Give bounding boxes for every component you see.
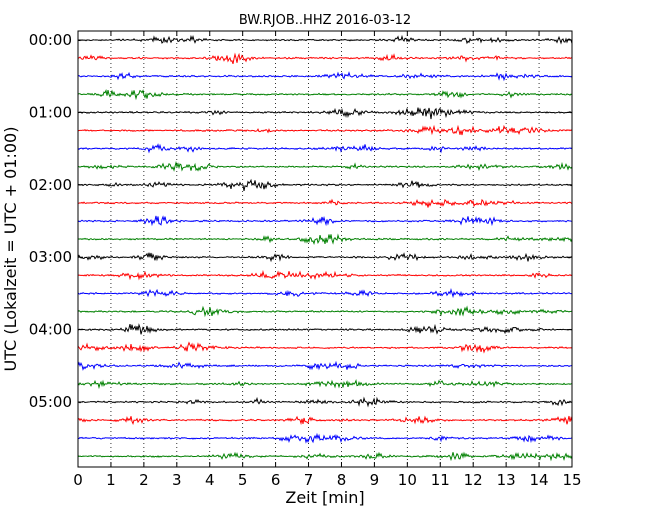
trace-row-1 xyxy=(77,52,573,65)
x-tick-label: 0 xyxy=(73,471,83,489)
y-tick-label: 05:00 xyxy=(29,393,72,411)
trace-row-12 xyxy=(77,252,573,263)
x-tick-label: 6 xyxy=(271,471,281,489)
trace-row-15 xyxy=(77,305,573,318)
x-tick-label: 2 xyxy=(139,471,149,489)
x-tick-label: 4 xyxy=(205,471,215,489)
x-tick-label: 3 xyxy=(172,471,182,489)
trace-row-4 xyxy=(77,107,573,120)
y-tick-label: 02:00 xyxy=(29,176,72,194)
y-tick-label: 00:00 xyxy=(29,31,72,49)
y-tick-label: 03:00 xyxy=(29,248,72,266)
grid-lines xyxy=(110,31,540,467)
trace-row-6 xyxy=(77,143,573,154)
y-axis-label: UTC (Lokalzeit = UTC + 01:00) xyxy=(1,127,20,372)
x-tick-label: 14 xyxy=(530,471,549,489)
x-tick-label: 8 xyxy=(337,471,347,489)
trace-row-7 xyxy=(77,160,573,172)
trace-row-19 xyxy=(77,379,573,390)
trace-row-13 xyxy=(77,269,573,281)
trace-row-14 xyxy=(77,287,573,299)
x-tick-label: 5 xyxy=(238,471,248,489)
x-tick-label: 13 xyxy=(497,471,516,489)
x-tick-label: 15 xyxy=(562,471,581,489)
y-axis-ticks: 00:00 01:00 02:00 03:00 04:00 05:00 xyxy=(29,31,572,411)
trace-row-16 xyxy=(77,323,573,335)
trace-row-22 xyxy=(77,432,573,444)
x-tick-label: 12 xyxy=(464,471,483,489)
plot-frame xyxy=(77,30,573,468)
x-axis-ticks: 0 1 2 3 4 5 6 7 8 9 10 11 12 13 14 15 xyxy=(73,31,582,489)
x-tick-label: 11 xyxy=(431,471,450,489)
y-tick-label: 01:00 xyxy=(29,103,72,121)
trace-row-8 xyxy=(77,178,573,192)
trace-row-9 xyxy=(77,198,573,208)
x-tick-label: 7 xyxy=(304,471,314,489)
trace-row-20 xyxy=(77,396,573,408)
x-tick-label: 9 xyxy=(370,471,380,489)
trace-row-2 xyxy=(77,71,573,82)
trace-row-11 xyxy=(77,233,573,246)
x-axis-label: Zeit [min] xyxy=(285,488,364,507)
x-tick-label: 1 xyxy=(106,471,116,489)
trace-row-5 xyxy=(77,124,573,136)
seismogram-traces xyxy=(77,34,573,462)
trace-row-0 xyxy=(77,34,573,45)
trace-row-18 xyxy=(77,360,573,371)
trace-row-3 xyxy=(77,88,573,101)
trace-row-17 xyxy=(77,341,573,354)
trace-row-23 xyxy=(77,451,573,462)
chart-title: BW.RJOB..HHZ 2016-03-12 xyxy=(239,13,411,28)
x-tick-label: 10 xyxy=(398,471,417,489)
y-tick-label: 04:00 xyxy=(29,321,72,339)
trace-row-21 xyxy=(77,415,573,426)
trace-row-10 xyxy=(77,215,573,227)
